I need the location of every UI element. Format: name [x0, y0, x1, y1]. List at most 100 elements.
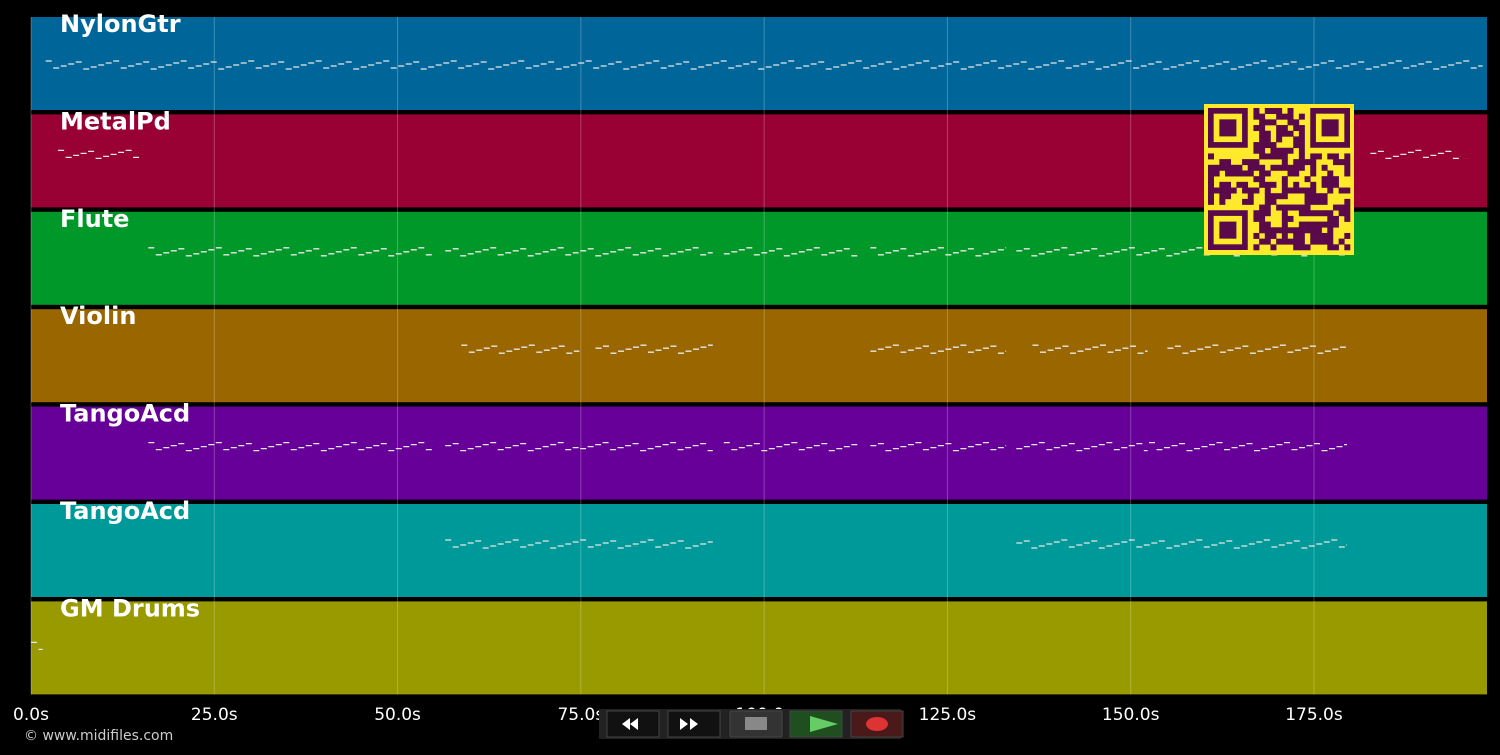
- qr-cell: [1259, 221, 1266, 228]
- qr-cell: [1293, 244, 1300, 251]
- qr-cell: [1253, 210, 1260, 217]
- qr-cell: [1310, 170, 1317, 177]
- qr-cell: [1281, 193, 1288, 200]
- qr-cell: [1327, 221, 1334, 228]
- qr-cell: [1315, 153, 1322, 160]
- qr-cell: [1242, 170, 1249, 177]
- qr-cell: [1310, 181, 1317, 188]
- qr-cell: [1298, 232, 1305, 239]
- qr-cell: [1281, 221, 1288, 228]
- qr-cell: [1259, 119, 1266, 126]
- qr-cell: [1332, 176, 1339, 183]
- qr-cell: [1259, 153, 1266, 160]
- qr-cell: [1344, 159, 1351, 166]
- note-run: [723, 247, 858, 257]
- qr-cell: [1287, 130, 1294, 137]
- qr-cell: [1276, 164, 1283, 171]
- note-run: [870, 247, 1007, 257]
- qr-cell: [1298, 153, 1305, 160]
- qr-cell: [1281, 215, 1288, 222]
- qr-cell: [1315, 210, 1322, 217]
- qr-cell: [1332, 215, 1339, 222]
- track-lane: [31, 406, 1487, 500]
- qr-cell: [1344, 153, 1351, 160]
- qr-cell: [1287, 119, 1294, 126]
- qr-cell: [1253, 164, 1260, 171]
- qr-cell: [1264, 198, 1271, 205]
- qr-cell: [1327, 153, 1334, 160]
- qr-cell: [1219, 187, 1226, 194]
- qr-cell: [1236, 181, 1243, 188]
- qr-cell: [1287, 187, 1294, 194]
- qr-cell: [1332, 204, 1339, 211]
- qr-cell: [1338, 210, 1345, 217]
- qr-cell: [1298, 130, 1305, 137]
- qr-cell: [1259, 125, 1266, 132]
- transport-bar: [599, 709, 904, 739]
- qr-cell: [1259, 238, 1266, 245]
- qr-cell: [1287, 227, 1294, 234]
- track-lane: [31, 17, 1487, 110]
- qr-cell: [1281, 113, 1288, 120]
- qr-cell: [1298, 187, 1305, 194]
- qr-cell: [1242, 187, 1249, 194]
- qr-cell: [1287, 113, 1294, 120]
- qr-cell: [1298, 164, 1305, 171]
- qr-cell: [1276, 130, 1283, 137]
- time-tick-label: 75.0s: [557, 705, 604, 725]
- qr-cell: [1315, 193, 1322, 200]
- qr-cell: [1281, 232, 1288, 239]
- qr-cell: [1310, 221, 1317, 228]
- note-run: [31, 641, 43, 651]
- qr-cell: [1264, 187, 1271, 194]
- qr-cell: [1327, 170, 1334, 177]
- qr-cell: [1264, 221, 1271, 228]
- qr-cell: [1327, 238, 1334, 245]
- qr-cell: [1344, 232, 1351, 239]
- qr-cell: [1298, 147, 1305, 154]
- qr-cell: [1310, 164, 1317, 171]
- qr-cell: [1310, 227, 1317, 234]
- qr-cell: [1315, 238, 1322, 245]
- qr-cell: [1270, 147, 1277, 154]
- qr-cell: [1310, 232, 1317, 239]
- qr-cell: [1276, 147, 1283, 154]
- qr-cell: [1304, 204, 1311, 211]
- qr-cell: [1344, 164, 1351, 171]
- qr-cell: [1281, 176, 1288, 183]
- qr-cell: [1293, 238, 1300, 245]
- qr-cell: [1253, 125, 1260, 132]
- qr-cell: [1213, 170, 1220, 177]
- qr-cell: [1315, 227, 1322, 234]
- rewind-icon: [622, 718, 638, 730]
- qr-cell: [1287, 238, 1294, 245]
- qr-cell: [1276, 108, 1283, 114]
- qr-cell: [1293, 136, 1300, 143]
- forward-icon: [680, 718, 698, 730]
- qr-cell: [1259, 130, 1266, 137]
- qr-cell: [1253, 176, 1260, 183]
- qr-cell: [1321, 164, 1328, 171]
- qr-cell: [1264, 181, 1271, 188]
- stop-button[interactable]: [729, 710, 783, 738]
- qr-cell: [1219, 164, 1226, 171]
- qr-cell: [1264, 238, 1271, 245]
- qr-cell: [1276, 193, 1283, 200]
- qr-cell: [1304, 198, 1311, 205]
- qr-cell: [1225, 187, 1232, 194]
- qr-cell: [1281, 204, 1288, 211]
- qr-cell: [1287, 204, 1294, 211]
- note-run: [1016, 441, 1148, 452]
- qr-cell: [1230, 170, 1237, 177]
- note-run: [58, 149, 140, 160]
- qr-cell: [1253, 147, 1260, 154]
- qr-cell: [1293, 204, 1300, 211]
- qr-cell: [1293, 227, 1300, 234]
- qr-cell: [1310, 193, 1317, 200]
- qr-cell: [1321, 238, 1328, 245]
- qr-cell: [1321, 181, 1328, 188]
- qr-cell: [1219, 198, 1226, 205]
- qr-cell: [1253, 142, 1260, 149]
- qr-cell: [1298, 113, 1305, 120]
